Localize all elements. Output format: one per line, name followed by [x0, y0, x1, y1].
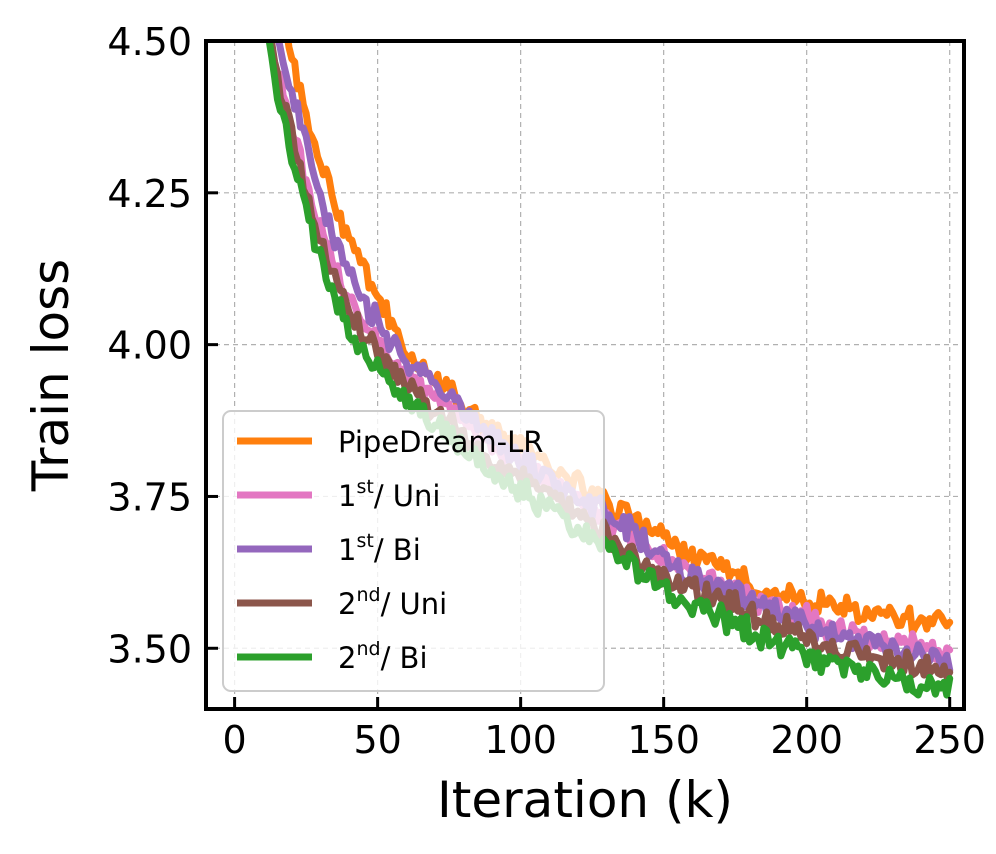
legend-label: 2nd/ Bi	[338, 638, 428, 675]
legend: PipeDream-LR 1st/ Uni 1st/ Bi 2nd/ Uni 2nd/ …	[222, 410, 605, 692]
y-axis-label: Train loss	[22, 259, 80, 492]
x-tick-label: 50	[353, 718, 401, 762]
legend-label: 1st/ Uni	[338, 476, 440, 513]
y-tick-label: 4.25	[107, 172, 192, 216]
series-line	[265, 41, 954, 699]
ticks: 0 50 100 150 200 250 3.50 3.75 4.00 4.25 4.50	[107, 20, 986, 762]
x-tick-label: 250	[913, 718, 986, 762]
y-tick-label: 3.75	[107, 475, 192, 519]
x-tick-label: 100	[484, 718, 557, 762]
x-tick-label: 150	[627, 718, 700, 762]
x-tick-label: 200	[770, 718, 843, 762]
legend-label: PipeDream-LR	[338, 425, 543, 459]
legend-box	[222, 410, 605, 692]
legend-label: 1st/ Bi	[338, 530, 421, 567]
legend-label: 2nd/ Uni	[338, 584, 447, 621]
x-tick-label: 0	[223, 718, 247, 762]
series-line	[284, 41, 954, 637]
y-tick-label: 4.50	[107, 20, 192, 64]
plot-frame	[204, 39, 966, 711]
x-axis-label: Iteration (k)	[437, 771, 733, 829]
y-tick-label: 3.50	[107, 627, 192, 671]
series-layer	[265, 41, 954, 699]
y-tick-label: 4.00	[107, 324, 192, 368]
